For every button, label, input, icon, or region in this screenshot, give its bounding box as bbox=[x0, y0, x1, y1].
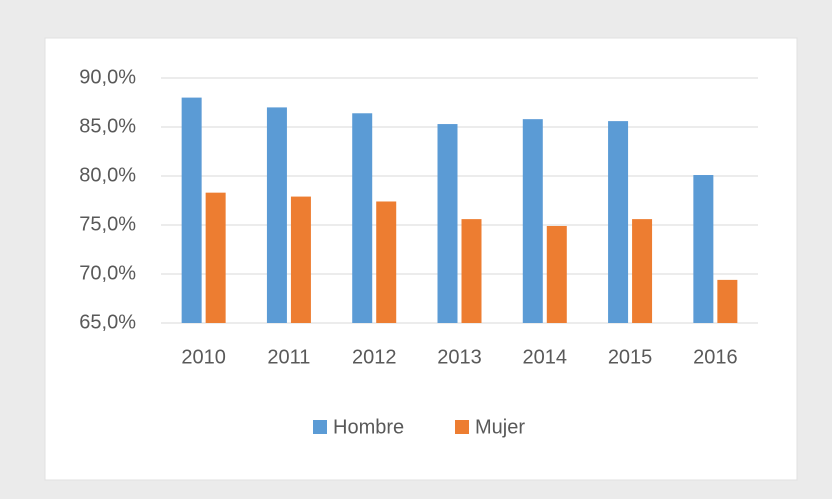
bar bbox=[717, 279, 738, 323]
x-tick-label: 2010 bbox=[181, 346, 226, 368]
x-tick-label: 2016 bbox=[693, 346, 738, 368]
bar bbox=[608, 121, 629, 324]
bar bbox=[290, 196, 311, 323]
bar bbox=[693, 175, 714, 323]
x-tick-label: 2012 bbox=[352, 346, 397, 368]
bar bbox=[376, 201, 397, 323]
bar bbox=[461, 219, 482, 323]
legend-swatch bbox=[313, 420, 327, 434]
x-tick-label: 2013 bbox=[437, 346, 482, 368]
x-tick-label: 2014 bbox=[523, 346, 568, 368]
y-tick-label: 65,0% bbox=[79, 311, 136, 333]
x-tick-label: 2011 bbox=[267, 346, 310, 368]
legend-label: Hombre bbox=[333, 416, 404, 438]
y-tick-label: 85,0% bbox=[79, 115, 136, 137]
chart-panel bbox=[44, 37, 798, 481]
y-tick-label: 75,0% bbox=[79, 213, 136, 235]
y-tick-label: 90,0% bbox=[79, 66, 136, 88]
bar bbox=[181, 97, 202, 323]
bar bbox=[437, 124, 458, 323]
bar bbox=[205, 192, 226, 323]
y-tick-label: 70,0% bbox=[79, 262, 136, 284]
legend-label: Mujer bbox=[475, 416, 525, 438]
y-tick-label: 80,0% bbox=[79, 164, 136, 186]
bar bbox=[266, 107, 287, 324]
bar bbox=[522, 119, 543, 323]
bar bbox=[632, 219, 653, 323]
bar bbox=[546, 225, 567, 323]
x-tick-label: 2015 bbox=[608, 346, 653, 368]
bar bbox=[352, 113, 373, 323]
legend-swatch bbox=[455, 420, 469, 434]
